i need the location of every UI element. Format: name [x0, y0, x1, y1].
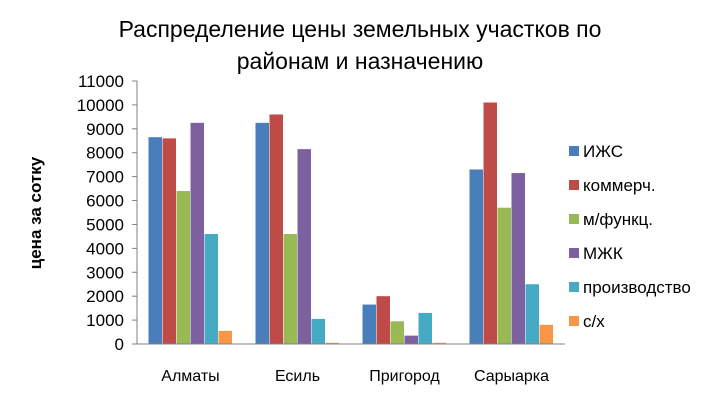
y-tick-label: 8000 — [86, 144, 124, 163]
y-tick-label: 9000 — [86, 120, 124, 139]
y-tick-label: 2000 — [86, 287, 124, 306]
bar — [269, 114, 283, 345]
bar — [525, 284, 539, 344]
bar — [325, 342, 339, 344]
legend-swatch — [569, 146, 579, 156]
bar — [190, 122, 204, 344]
category-label: Есиль — [275, 368, 320, 385]
bar — [362, 304, 376, 344]
bar — [539, 324, 553, 344]
bar — [255, 122, 269, 344]
legend-label: с/х — [583, 312, 605, 331]
legend-swatch — [569, 316, 579, 326]
legend-label: м/функц. — [583, 210, 653, 229]
bar — [162, 138, 176, 344]
chart-title-line-2: районам и назначению — [237, 48, 484, 74]
bar — [497, 207, 511, 344]
y-tick-label: 6000 — [86, 192, 124, 211]
y-axis-label: цена за сотку — [26, 156, 45, 269]
y-tick-label: 11000 — [78, 72, 124, 91]
legend-swatch — [569, 180, 579, 190]
bar — [418, 312, 432, 344]
legend-swatch — [569, 248, 579, 258]
bar — [218, 330, 232, 344]
bar — [311, 318, 325, 344]
bar — [404, 335, 418, 344]
category-label: Сарыарка — [474, 368, 549, 385]
chart-title: Распределение цены земельных участков по… — [119, 16, 602, 74]
bar — [148, 137, 162, 344]
x-axis-categories: Алматы Есиль Пригород Сарыарка — [161, 368, 549, 385]
bar — [390, 321, 404, 344]
plot-area — [132, 80, 565, 345]
bar — [511, 173, 525, 344]
y-tick-label: 5000 — [86, 215, 124, 234]
category-label: Алматы — [161, 368, 219, 385]
y-axis-ticks: 0 1000 2000 3000 4000 5000 6000 7000 8000 9000 100… — [77, 72, 124, 354]
bar — [376, 296, 390, 344]
bar — [483, 102, 497, 344]
bar — [283, 234, 297, 344]
bar — [176, 190, 190, 344]
bar — [204, 234, 218, 344]
y-tick-label: 4000 — [86, 239, 124, 258]
y-tick-label: 0 — [115, 335, 124, 354]
legend: ИЖС коммерч. м/функц. МЖК производство с/х — [569, 142, 691, 331]
chart-title-line-1: Распределение цены земельных участков по — [119, 16, 602, 42]
category-label: Пригород — [369, 368, 440, 385]
y-tick-label: 7000 — [86, 168, 124, 187]
bar — [469, 169, 483, 344]
legend-label: производство — [583, 278, 691, 297]
bar — [297, 149, 311, 344]
legend-swatch — [569, 282, 579, 292]
bar — [432, 342, 446, 344]
legend-label: ИЖС — [583, 142, 623, 161]
legend-swatch — [569, 214, 579, 224]
y-tick-label: 1000 — [86, 311, 124, 330]
legend-label: коммерч. — [583, 176, 656, 195]
y-tick-label: 10000 — [77, 96, 124, 115]
y-tick-label: 3000 — [86, 263, 124, 282]
legend-label: МЖК — [583, 244, 623, 263]
